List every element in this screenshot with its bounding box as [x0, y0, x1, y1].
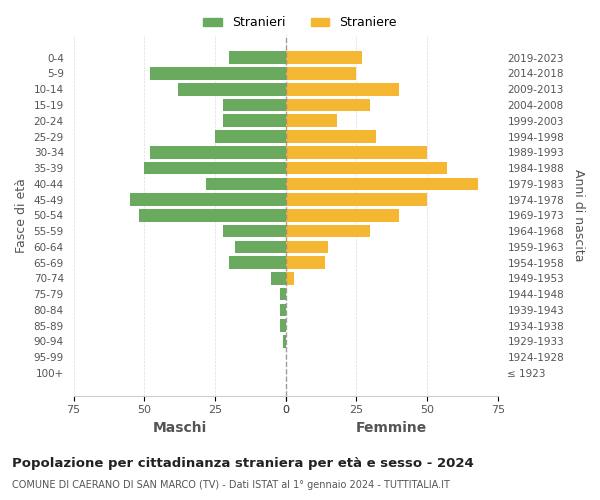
Bar [286, 162, 447, 174]
Bar [286, 146, 427, 158]
Bar [286, 178, 478, 190]
Bar [286, 194, 427, 206]
Bar [178, 83, 286, 96]
Bar [280, 288, 286, 300]
Bar [206, 178, 286, 190]
Bar [283, 335, 286, 348]
Bar [229, 52, 286, 64]
Bar [286, 130, 376, 143]
Bar [150, 146, 286, 158]
Bar [150, 67, 286, 80]
Bar [280, 304, 286, 316]
Bar [286, 52, 362, 64]
Bar [144, 162, 286, 174]
Bar [280, 320, 286, 332]
Bar [286, 98, 370, 112]
Text: COMUNE DI CAERANO DI SAN MARCO (TV) - Dati ISTAT al 1° gennaio 2024 - TUTTITALIA: COMUNE DI CAERANO DI SAN MARCO (TV) - Da… [12, 480, 450, 490]
Bar [223, 225, 286, 237]
Bar [286, 67, 356, 80]
Bar [271, 272, 286, 284]
Bar [286, 240, 328, 253]
Bar [139, 209, 286, 222]
X-axis label: Femmine: Femmine [356, 421, 427, 435]
Bar [223, 114, 286, 127]
Bar [286, 114, 337, 127]
Bar [286, 83, 399, 96]
Bar [286, 256, 325, 269]
X-axis label: Maschi: Maschi [152, 421, 206, 435]
Bar [223, 98, 286, 112]
Bar [286, 209, 399, 222]
Bar [286, 225, 370, 237]
Bar [130, 194, 286, 206]
Text: Popolazione per cittadinanza straniera per età e sesso - 2024: Popolazione per cittadinanza straniera p… [12, 457, 474, 470]
Bar [215, 130, 286, 143]
Bar [229, 256, 286, 269]
Y-axis label: Anni di nascita: Anni di nascita [572, 169, 585, 262]
Bar [235, 240, 286, 253]
Y-axis label: Fasce di età: Fasce di età [15, 178, 28, 253]
Legend: Stranieri, Straniere: Stranieri, Straniere [198, 11, 402, 34]
Bar [286, 272, 294, 284]
